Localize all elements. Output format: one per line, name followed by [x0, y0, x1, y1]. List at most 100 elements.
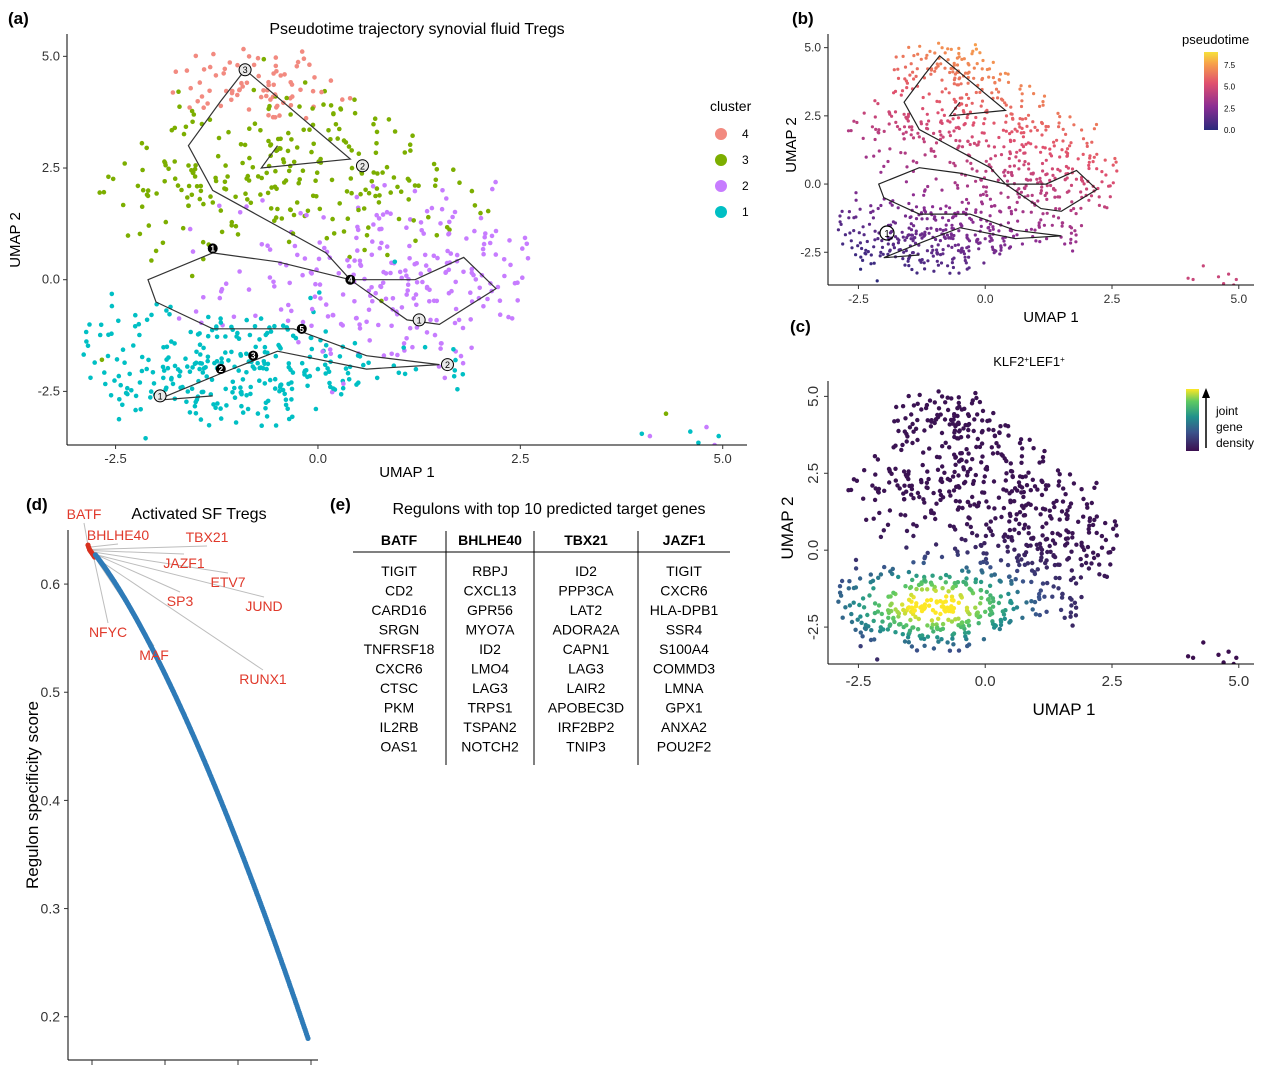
- cell-point: [960, 200, 964, 204]
- cell-point: [357, 322, 362, 327]
- cell-point: [1006, 80, 1011, 84]
- cell-point: [145, 188, 151, 193]
- cell-point: [469, 266, 475, 272]
- cell-point: [925, 112, 929, 116]
- outlier-point: [1221, 660, 1226, 664]
- cell-point: [931, 205, 935, 209]
- cell-point: [963, 538, 968, 543]
- cell-point: [404, 273, 409, 279]
- y-tick-label: 0.2: [41, 1009, 61, 1025]
- cell-point: [910, 440, 915, 446]
- cell-point: [460, 372, 466, 377]
- panel-c-title: KLF2+LEF1+: [993, 354, 1065, 369]
- cell-point: [180, 225, 186, 231]
- panel-d-y-label: Regulon specificity score: [23, 701, 42, 889]
- cell-point: [984, 169, 988, 173]
- cell-point: [987, 583, 993, 588]
- cell-point: [912, 224, 916, 228]
- cell-point: [998, 424, 1003, 429]
- cell-point: [975, 436, 980, 442]
- cell-point: [1050, 223, 1054, 227]
- cell-point: [979, 568, 984, 573]
- cell-point: [875, 279, 879, 283]
- cell-point: [148, 389, 154, 394]
- cell-point: [1058, 155, 1062, 159]
- cell-point: [1097, 562, 1102, 567]
- outlier-point: [663, 411, 669, 417]
- cell-point: [869, 262, 873, 266]
- cell-point: [264, 366, 269, 372]
- cell-point: [956, 600, 961, 605]
- cell-point: [133, 407, 138, 413]
- cell-point: [167, 312, 172, 317]
- cell-point: [965, 412, 971, 417]
- cell-point: [284, 95, 290, 101]
- cell-point: [925, 122, 929, 126]
- y-tick-label: -2.5: [800, 245, 821, 259]
- cell-point: [872, 497, 878, 503]
- legend-label: 2: [742, 179, 749, 193]
- cell-point: [241, 46, 246, 52]
- cell-point: [1005, 544, 1010, 549]
- cell-point: [1053, 195, 1057, 199]
- cell-point: [914, 229, 918, 233]
- cell-point: [381, 353, 387, 358]
- cell-point: [211, 51, 216, 57]
- cell-point: [197, 331, 202, 336]
- cell-point: [299, 360, 305, 366]
- cell-point: [233, 223, 239, 229]
- cell-point: [882, 564, 887, 570]
- cell-point: [369, 179, 375, 184]
- cell-point: [1012, 547, 1017, 552]
- cell-point: [888, 569, 893, 574]
- cell-point: [903, 513, 908, 518]
- cell-point: [408, 148, 413, 153]
- cell-point: [363, 187, 368, 193]
- cell-point: [372, 116, 378, 121]
- cell-point: [866, 250, 870, 254]
- cell-point: [223, 386, 228, 392]
- cell-point: [1031, 446, 1036, 451]
- panel-a: (a) Pseudotime trajectory synovial fluid…: [7, 9, 752, 481]
- cell-point: [858, 614, 863, 619]
- cell-point: [1065, 557, 1070, 562]
- cell-point: [941, 248, 945, 252]
- cell-point: [972, 76, 976, 80]
- cell-point: [255, 411, 261, 416]
- cell-point: [114, 357, 120, 362]
- cell-point: [373, 290, 379, 296]
- cell-point: [265, 350, 270, 356]
- cell-point: [139, 368, 145, 374]
- table-cell: ADORA2A: [553, 622, 621, 638]
- cell-point: [1027, 437, 1032, 442]
- cell-point: [520, 275, 525, 281]
- cell-point: [837, 584, 843, 589]
- cell-point: [994, 441, 999, 446]
- cell-point: [1044, 609, 1049, 614]
- cell-point: [1006, 591, 1011, 597]
- cell-point: [908, 73, 912, 77]
- cell-point: [992, 121, 996, 125]
- cell-point: [1090, 522, 1096, 528]
- cell-point: [997, 135, 1001, 140]
- cell-point: [201, 201, 206, 207]
- x-tick-label: 0.0: [975, 673, 996, 690]
- cell-point: [848, 231, 852, 235]
- panel-e-letter: (e): [330, 495, 351, 514]
- cell-point: [961, 623, 966, 629]
- cell-point: [170, 381, 176, 387]
- outlier-point: [1227, 272, 1231, 276]
- cell-point: [873, 115, 877, 119]
- cell-point: [286, 361, 292, 366]
- cell-point: [300, 272, 305, 278]
- cell-point: [1007, 491, 1012, 496]
- cell-point: [949, 66, 953, 71]
- cell-point: [1041, 103, 1045, 107]
- cell-point: [356, 207, 361, 213]
- cell-point: [311, 141, 317, 147]
- cell-point: [972, 66, 976, 70]
- x-tick-label: 0.0: [977, 292, 994, 306]
- cell-point: [966, 71, 970, 75]
- table-cell: NOTCH2: [461, 739, 519, 755]
- cell-point: [235, 232, 241, 237]
